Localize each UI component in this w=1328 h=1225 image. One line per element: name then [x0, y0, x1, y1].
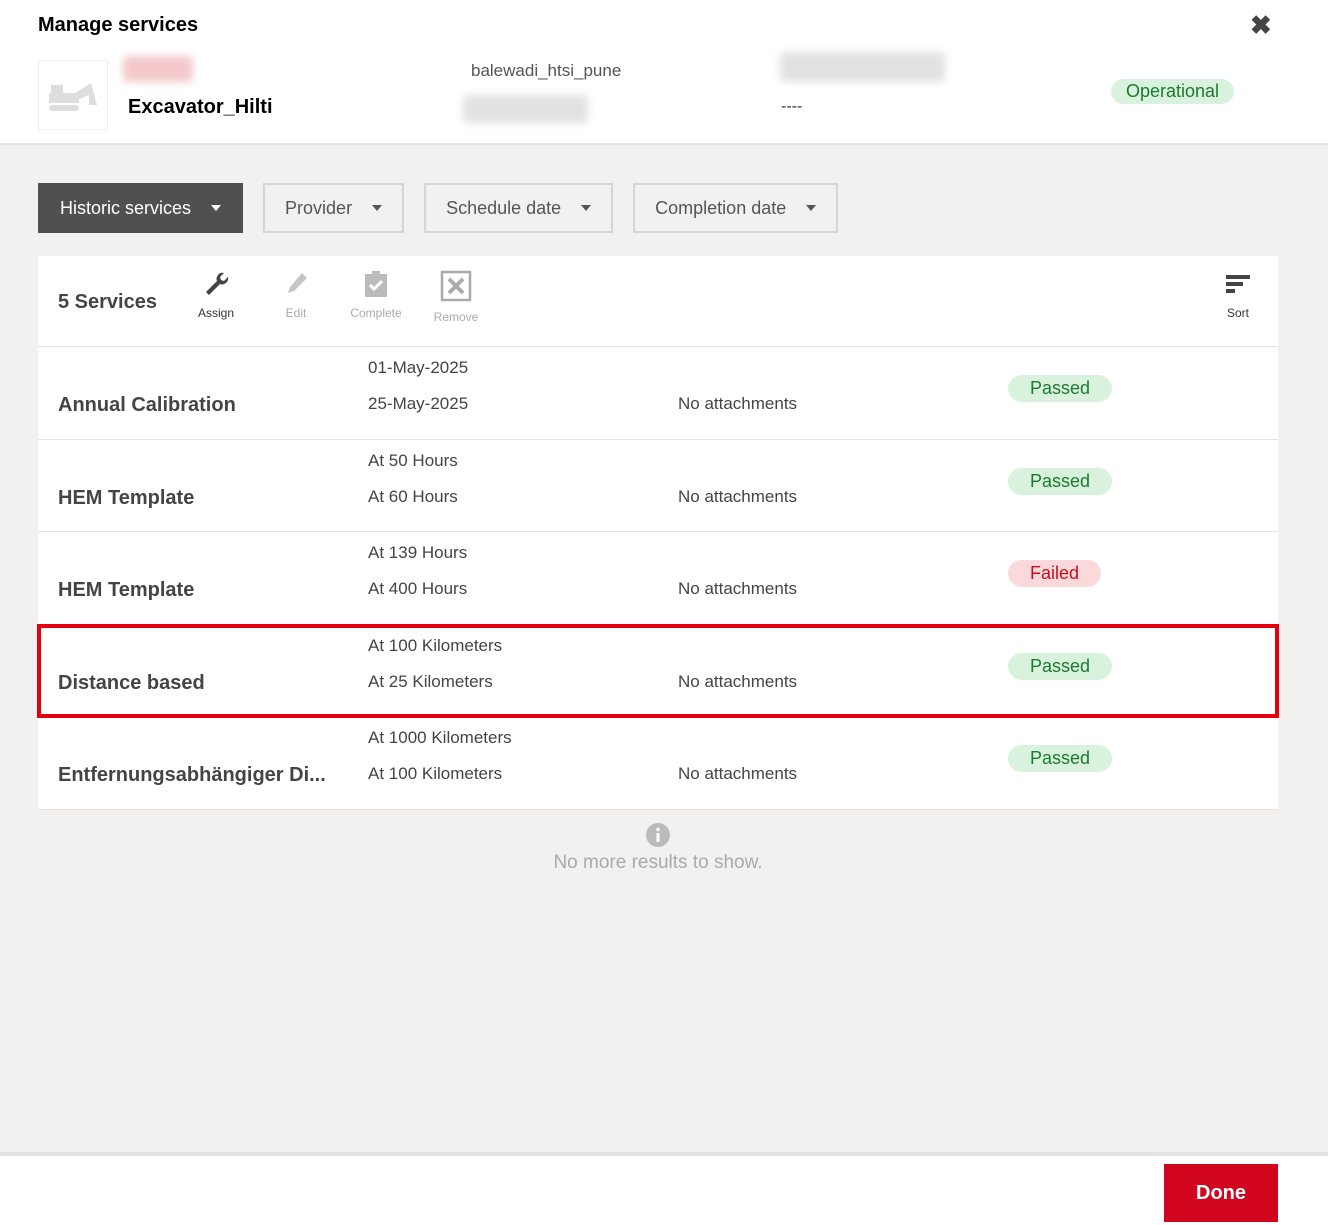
- label: Remove: [433, 310, 479, 324]
- asset-field-value: ----: [781, 98, 803, 115]
- service-completion: 25-May-2025: [368, 394, 469, 413]
- schedule-date-dropdown[interactable]: Schedule date: [424, 183, 614, 233]
- service-completion: At 25 Kilometers: [368, 671, 493, 691]
- label: Edit: [285, 306, 307, 320]
- wrench-icon: [206, 272, 229, 295]
- remove-box-icon: [440, 270, 472, 302]
- provider-dropdown[interactable]: Provider: [263, 183, 405, 233]
- excavator-icon: [49, 83, 97, 111]
- asset-status-badge: Operational: [1111, 79, 1235, 104]
- status-text: Failed: [1008, 560, 1102, 587]
- service-completion: At 400 Hours: [368, 579, 468, 598]
- service-schedule: At 100 Kilometers: [368, 635, 503, 655]
- no-more-text: No more results to show.: [553, 852, 763, 873]
- service-row[interactable]: HEM Template At 139 Hours At 400 Hours N…: [38, 532, 1278, 625]
- close-icon[interactable]: ✖: [1250, 10, 1272, 40]
- service-attachments: No attachments: [678, 486, 798, 506]
- service-name: Distance based: [58, 671, 205, 694]
- assign-button[interactable]: Assign: [176, 270, 256, 320]
- edit-button[interactable]: Edit: [256, 270, 336, 320]
- sort-icon: [1226, 275, 1250, 293]
- completion-date-dropdown[interactable]: Completion date: [633, 183, 839, 233]
- services-count: 5 Services: [58, 291, 157, 313]
- sort-button[interactable]: Sort: [1198, 270, 1278, 320]
- caret-down-icon: [581, 205, 592, 211]
- status-text: Operational: [1111, 79, 1235, 104]
- clipboard-check-icon: [365, 271, 387, 297]
- service-attachments: No attachments: [678, 579, 798, 598]
- label: Assign: [197, 306, 235, 320]
- status-badge: Passed: [1008, 745, 1113, 772]
- redacted-field: [123, 56, 193, 82]
- services-panel: 5 Services Assign Edit Complete Remove S…: [37, 256, 1279, 810]
- label: Sort: [1226, 306, 1249, 320]
- asset-name: Excavator_Hilti: [128, 96, 273, 118]
- label: Complete: [350, 306, 402, 320]
- service-completion: At 60 Hours: [368, 486, 458, 506]
- service-row[interactable]: HEM Template At 50 Hours At 60 Hours No …: [38, 440, 1278, 532]
- label: Historic services: [60, 197, 192, 218]
- status-badge: Passed: [1008, 652, 1113, 680]
- label: Completion date: [655, 197, 787, 218]
- service-name: HEM Template: [58, 579, 195, 601]
- service-attachments: No attachments: [678, 764, 798, 783]
- service-attachments: No attachments: [678, 671, 798, 691]
- redacted-field: [780, 52, 945, 82]
- dialog-footer: Done: [0, 1152, 1328, 1225]
- asset-location: balewadi_htsi_pune: [471, 61, 622, 80]
- status-badge: Passed: [1008, 375, 1113, 402]
- services-toolbar: 5 Services Assign Edit Complete Remove S…: [38, 256, 1278, 347]
- label: Schedule date: [446, 197, 562, 218]
- status-text: Passed: [1008, 652, 1113, 680]
- status-badge: Passed: [1008, 467, 1113, 495]
- service-row[interactable]: Distance based At 100 Kilometers At 25 K…: [37, 623, 1279, 718]
- done-button[interactable]: Done: [1164, 1164, 1278, 1222]
- asset-thumbnail: [38, 60, 108, 130]
- service-completion: At 100 Kilometers: [368, 764, 503, 783]
- service-name: HEM Template: [58, 486, 195, 509]
- service-schedule: At 50 Hours: [368, 450, 458, 470]
- pencil-icon: [288, 273, 307, 293]
- caret-down-icon: [211, 205, 222, 211]
- service-schedule: At 1000 Kilometers: [368, 728, 512, 747]
- service-schedule: At 139 Hours: [368, 543, 468, 562]
- service-attachments: No attachments: [678, 394, 798, 413]
- no-more-results: No more results to show.: [0, 822, 1316, 874]
- filter-bar: Historic services Provider Schedule date…: [38, 183, 839, 233]
- asset-header: Manage services ✖ Excavator_Hilti balewa…: [0, 0, 1328, 145]
- info-icon: [646, 823, 670, 847]
- status-text: Passed: [1008, 467, 1113, 495]
- redacted-field: [463, 95, 588, 123]
- status-text: Passed: [1008, 745, 1113, 772]
- service-name: Entfernungsabhängiger Di...: [58, 764, 326, 786]
- status-text: Passed: [1008, 375, 1113, 402]
- dialog-title: Manage services: [38, 14, 199, 36]
- caret-down-icon: [372, 205, 383, 211]
- service-row[interactable]: Annual Calibration 01-May-2025 25-May-20…: [38, 347, 1278, 440]
- service-row[interactable]: Entfernungsabhängiger Di... At 1000 Kilo…: [38, 717, 1278, 810]
- label: Provider: [285, 197, 353, 218]
- complete-button[interactable]: Complete: [336, 270, 416, 320]
- remove-button[interactable]: Remove: [416, 270, 496, 324]
- service-schedule: 01-May-2025: [368, 358, 469, 377]
- status-badge: Failed: [1008, 560, 1102, 587]
- historic-services-dropdown[interactable]: Historic services: [38, 183, 244, 233]
- caret-down-icon: [806, 205, 817, 211]
- service-name: Annual Calibration: [58, 394, 236, 416]
